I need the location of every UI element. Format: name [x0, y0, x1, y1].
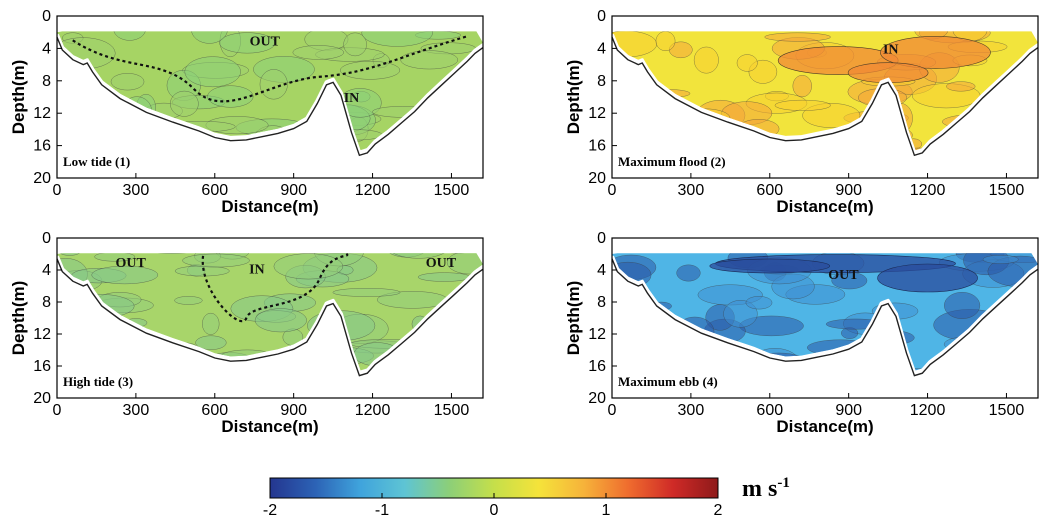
y-axis-label: Depth(m) [9, 281, 28, 356]
y-tick-label: 16 [588, 138, 606, 155]
colorbar-tick-label: 1 [602, 502, 611, 519]
x-tick-label: 600 [201, 182, 228, 199]
x-tick-label: 900 [280, 182, 307, 199]
unit-exponent: -1 [777, 475, 790, 491]
y-tick-label: 4 [42, 40, 51, 57]
colorbar-tick-label: 2 [714, 502, 723, 519]
x-axis-label: Distance(m) [221, 197, 318, 216]
colorbar-tick-label: -2 [263, 502, 277, 519]
y-axis-label: Depth(m) [564, 281, 583, 356]
riverbed-band [610, 255, 1040, 376]
riverbed-line [611, 36, 1039, 157]
x-tick-label: 1500 [989, 402, 1025, 419]
plot-frame [611, 15, 1039, 179]
region-label: IN [249, 262, 265, 277]
y-tick-label: 8 [42, 73, 51, 90]
y-tick-label: 16 [588, 358, 606, 375]
region-label: OUT [250, 34, 281, 49]
x-tick-label: 300 [123, 402, 150, 419]
y-tick-label: 0 [597, 8, 606, 25]
panel-2: 0 300 600 900 1200 1500 0 4 8 12 16 20 Distance(m) De… [564, 8, 1040, 216]
riverbed-band [610, 33, 1040, 156]
y-tick-label: 4 [42, 262, 51, 279]
plot-frame [56, 237, 484, 399]
y-tick-label: 8 [597, 294, 606, 311]
unit-base: m s [742, 476, 777, 502]
zero-contour [72, 35, 468, 103]
y-tick-label: 20 [588, 390, 606, 407]
x-tick-label: 1500 [434, 182, 470, 199]
panel-4: 0 300 600 900 1200 1500 0 4 8 12 16 20 Distance(m) De… [564, 230, 1040, 436]
y-tick-label: 16 [33, 138, 51, 155]
y-tick-label: 0 [597, 230, 606, 247]
riverbed-band [55, 33, 485, 156]
panel-label: Low tide (1) [63, 154, 130, 169]
y-tick-label: 20 [33, 170, 51, 187]
y-tick-label: 8 [42, 294, 51, 311]
y-axis-label: Depth(m) [9, 60, 28, 135]
panel-1: 0 300 600 900 1200 1500 0 4 8 12 16 20 Distance(m) De… [9, 8, 485, 216]
panel-3: 0 300 600 900 1200 1500 0 4 8 12 16 20 Distance(m) De… [9, 230, 485, 436]
colorbar-tick-label: -1 [375, 502, 389, 519]
y-tick-label: 20 [588, 170, 606, 187]
y-tick-label: 8 [597, 73, 606, 90]
riverbed-line [56, 258, 484, 377]
y-tick-label: 0 [42, 230, 51, 247]
x-tick-label: 300 [123, 182, 150, 199]
plot-frame [56, 15, 484, 179]
y-tick-label: 16 [33, 358, 51, 375]
x-tick-label: 1500 [434, 402, 470, 419]
y-tick-label: 4 [597, 262, 606, 279]
region-label: OUT [115, 256, 146, 271]
x-tick-label: 600 [201, 402, 228, 419]
x-tick-label: 0 [608, 182, 617, 199]
x-tick-label: 1200 [910, 402, 946, 419]
region-label: IN [883, 42, 899, 57]
x-tick-label: 600 [756, 402, 783, 419]
region-label: OUT [426, 256, 457, 271]
riverbed-line [611, 258, 1039, 377]
y-tick-label: 12 [588, 326, 606, 343]
x-tick-label: 300 [678, 402, 705, 419]
y-axis-label: Depth(m) [564, 60, 583, 135]
riverbed-line [56, 36, 484, 157]
x-tick-label: 900 [280, 402, 307, 419]
colorbar-tick-label: 0 [490, 502, 499, 519]
x-tick-label: 900 [835, 402, 862, 419]
plot-frame [611, 237, 1039, 399]
x-tick-label: 1500 [989, 182, 1025, 199]
colorbar: -2 -1 0 1 2m s-1 [263, 475, 790, 519]
x-axis-label: Distance(m) [776, 197, 873, 216]
region-label: OUT [828, 268, 859, 283]
x-tick-label: 600 [756, 182, 783, 199]
x-tick-label: 1200 [355, 182, 391, 199]
x-tick-label: 0 [53, 402, 62, 419]
y-tick-label: 4 [597, 40, 606, 57]
panel-label: Maximum ebb (4) [618, 374, 718, 389]
y-tick-label: 12 [33, 326, 51, 343]
x-axis-label: Distance(m) [221, 417, 318, 436]
zero-contour [201, 253, 349, 323]
riverbed-band [55, 255, 485, 376]
x-tick-label: 0 [608, 402, 617, 419]
x-tick-label: 1200 [355, 402, 391, 419]
x-tick-label: 0 [53, 182, 62, 199]
y-tick-label: 20 [33, 390, 51, 407]
x-tick-label: 1200 [910, 182, 946, 199]
y-tick-label: 12 [588, 105, 606, 122]
panel-label: Maximum flood (2) [618, 154, 726, 169]
colorbar-unit: m s-1 [742, 475, 790, 502]
x-tick-label: 300 [678, 182, 705, 199]
y-tick-label: 12 [33, 105, 51, 122]
x-tick-label: 900 [835, 182, 862, 199]
y-tick-label: 0 [42, 8, 51, 25]
region-label: IN [344, 91, 360, 106]
x-axis-label: Distance(m) [776, 417, 873, 436]
panel-label: High tide (3) [63, 374, 133, 389]
